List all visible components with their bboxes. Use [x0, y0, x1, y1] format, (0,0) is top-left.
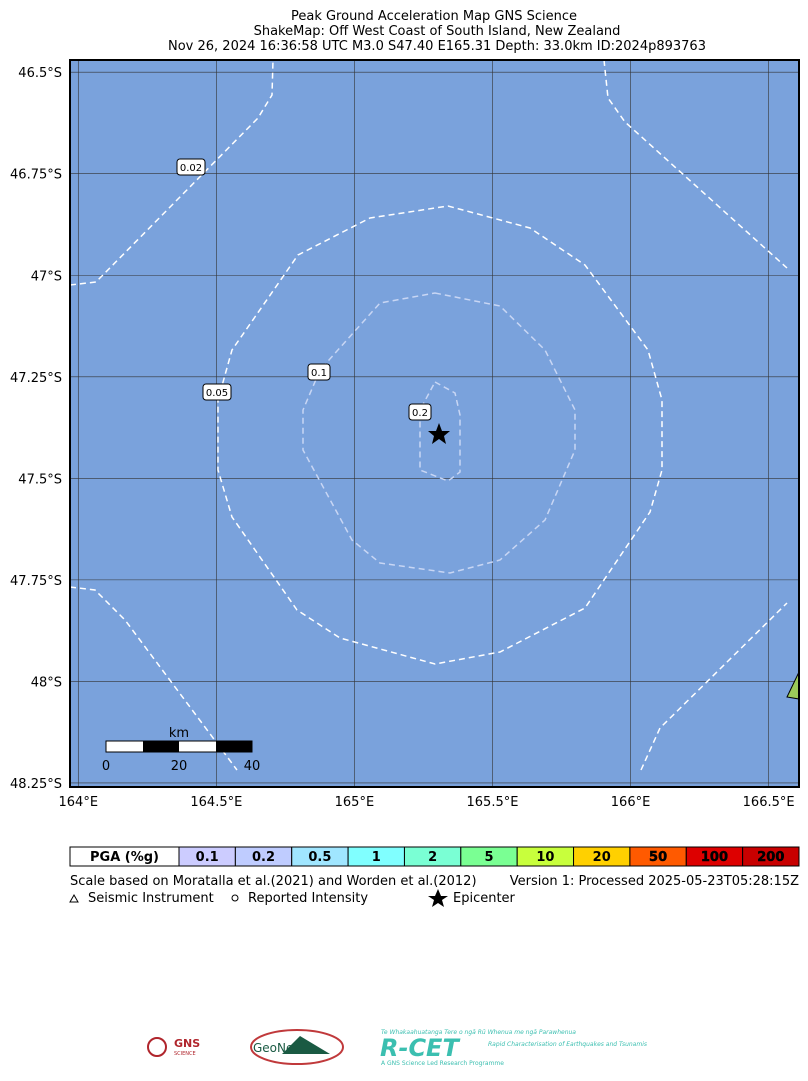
y-tick-label: 46.75°S [10, 168, 62, 183]
geonet-logo: GeoNet [253, 1041, 298, 1055]
epicenter-label: Epicenter [453, 891, 516, 906]
legend-header: PGA (%g) [90, 850, 159, 865]
legend-label: 10 [536, 850, 554, 865]
y-tick-label: 47.5°S [18, 472, 62, 487]
rcet-logo: R-CET [380, 1034, 460, 1062]
map-ocean [70, 60, 799, 787]
contour-label: 0.1 [311, 368, 327, 379]
y-tick-label: 48.25°S [10, 777, 62, 792]
title: Peak Ground Acceleration Map GNS Science [291, 9, 577, 24]
y-tick-label: 46.5°S [18, 66, 62, 81]
contour-labels: 0.02 0.05 0.1 0.2 [176, 158, 432, 421]
contour-label: 0.2 [412, 408, 428, 419]
x-tick-label: 166.5°E [743, 795, 795, 810]
map-frame [69, 59, 800, 788]
x-tick-label: 165.5°E [467, 795, 519, 810]
legend-cell [742, 846, 800, 867]
rcet-top: Te Whakaahuatanga Tere o ngā Rū Whenua m… [381, 1029, 576, 1036]
legend-label: 0.1 [196, 850, 219, 865]
legend-label: 200 [757, 850, 784, 865]
rcet-sub: Rapid Characterisation of Earthquakes an… [488, 1041, 647, 1048]
legend-label: 0.2 [252, 850, 275, 865]
contour-label: 0.02 [180, 163, 202, 174]
x-tick-label: 165°E [335, 795, 375, 810]
scale-bar: km 0 20 40 [102, 726, 260, 774]
version-note: Version 1: Processed 2025-05-23T05:28:15… [510, 874, 799, 889]
legend-label: 20 [593, 850, 611, 865]
x-tick-label: 164°E [59, 795, 99, 810]
y-tick-label: 47°S [31, 269, 62, 284]
x-tick-label: 164.5°E [190, 795, 242, 810]
epicenter-icon [428, 889, 448, 907]
legend-label: 1 [372, 850, 381, 865]
y-tick-label: 47.25°S [10, 371, 62, 386]
epicenter-star [428, 423, 450, 444]
legend-label: 5 [484, 850, 493, 865]
scale-label: 40 [244, 759, 261, 774]
intensity-label: Reported Intensity [248, 891, 368, 906]
legend-label: 2 [428, 850, 437, 865]
y-tick-label: 47.75°S [10, 574, 62, 589]
legend-label: 100 [701, 850, 728, 865]
subtitle: ShakeMap: Off West Coast of South Island… [254, 24, 621, 39]
gns-logo: GNS [174, 1037, 200, 1050]
x-tick-label: 166°E [611, 795, 651, 810]
gns-sub: SCIENCE [174, 1051, 196, 1057]
contours [69, 59, 788, 771]
y-tick-label: 48°S [31, 675, 62, 690]
legend-label: 50 [649, 850, 667, 865]
logos: GNS SCIENCE GeoNet Te Whakaahuatanga Ter… [147, 1029, 647, 1067]
instrument-label: Seismic Instrument [88, 891, 214, 906]
event-info: Nov 26, 2024 16:36:58 UTC M3.0 S47.40 E1… [168, 39, 706, 54]
legend-label: 0.5 [308, 850, 331, 865]
contour-label: 0.05 [206, 388, 228, 399]
scale-label: 0 [102, 759, 110, 774]
scale-note: Scale based on Moratalla et al.(2021) an… [70, 874, 477, 889]
intensity-icon [231, 894, 239, 902]
scale-label: 20 [171, 759, 188, 774]
scale-unit: km [169, 726, 189, 741]
rcet-bottom: A GNS Science Led Research Programme [381, 1060, 504, 1067]
instrument-icon [69, 893, 79, 903]
